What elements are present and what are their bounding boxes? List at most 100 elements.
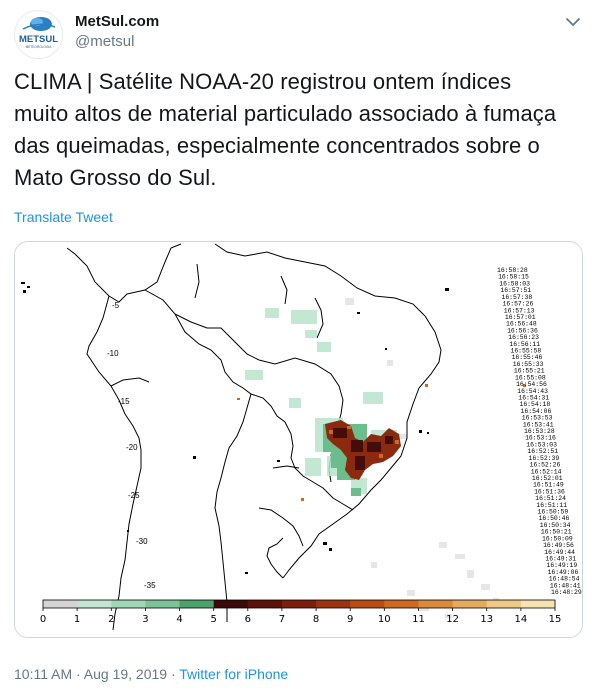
colorbar-segment: [452, 600, 488, 608]
chevron-down-icon[interactable]: [563, 12, 583, 32]
tweet-text: CLIMA | Satélite NOAA-20 registrou ontem…: [14, 66, 586, 194]
translate-tweet-link[interactable]: Translate Tweet: [14, 209, 113, 225]
colorbar-segment: [111, 600, 146, 608]
tweet-text-line: muito altos de material particulado asso…: [14, 101, 557, 126]
colorbar-tick-label: 8: [313, 614, 319, 625]
svg-text:METEOROLOGIA: METEOROLOGIA: [26, 45, 53, 49]
colorbar-tick-label: 5: [211, 614, 217, 625]
scan-time-label: 16:56:23: [508, 334, 539, 341]
scan-time-label: 16:53:28: [524, 428, 555, 435]
scan-time-label: 16:50:59: [538, 509, 569, 516]
lat-label: -15: [118, 397, 130, 406]
colorbar-segment: [418, 600, 454, 608]
scan-time-label: 16:57:26: [503, 301, 534, 308]
scan-time-label: 16:54:18: [520, 401, 551, 408]
colorbar-segment: [316, 600, 351, 608]
scan-time-label: 16:50:46: [539, 515, 570, 522]
scan-time-label: 16:54:06: [521, 408, 552, 415]
scan-time-label: 16:49:44: [544, 549, 575, 556]
user-handle[interactable]: @metsul: [75, 33, 135, 50]
colorbar-tick-label: 10: [378, 614, 391, 625]
colorbar-tick-label: 15: [549, 614, 562, 625]
scan-time-label: 16:58:15: [498, 274, 529, 281]
scan-time-label: 16:52:01: [532, 475, 563, 482]
scan-time-label: 16:49:19: [547, 562, 578, 569]
scan-time-label: 16:55:08: [515, 374, 546, 381]
scan-time-label: 16:48:41: [550, 582, 581, 589]
scan-time-label: 16:55:21: [514, 368, 545, 375]
scan-time-label: 16:54:43: [517, 388, 548, 395]
scan-time-label: 16:56:48: [506, 321, 537, 328]
lat-label: -25: [128, 491, 140, 500]
scan-time-label: 16:48:54: [549, 576, 580, 583]
colorbar-segment: [179, 600, 215, 608]
colorbar-frame: [42, 599, 556, 609]
scan-time-label: 16:53:53: [522, 415, 553, 422]
scan-time-label: 16:57:13: [504, 307, 535, 314]
scan-time-label: 16:51:49: [533, 482, 564, 489]
scan-time-label: 16:58:28: [497, 267, 528, 274]
aerosol-map: -5 -10 -15 -20 -25 -30 -35 16:58:2816:58…: [15, 242, 582, 637]
lat-label: -30: [136, 537, 148, 546]
source-link[interactable]: Twitter for iPhone: [179, 666, 289, 682]
colorbar-segment: [145, 600, 180, 608]
scan-time-label: 16:55:33: [513, 361, 544, 368]
smoke-orange: [237, 384, 526, 501]
scan-time-label: 16:49:56: [543, 542, 574, 549]
scan-time-label: 16:51:11: [536, 502, 567, 509]
smoke-core: [333, 428, 393, 470]
scan-time-label: 16:51:24: [535, 495, 566, 502]
lat-label: -20: [126, 443, 138, 452]
colorbar-tick-label: 1: [74, 614, 80, 625]
scan-time-label: 16:48:29: [551, 589, 582, 596]
lat-label: -35: [144, 581, 156, 590]
scan-time-label: 16:57:51: [500, 287, 531, 294]
colorbar-segment: [213, 600, 249, 608]
scan-time-label: 16:50:09: [542, 535, 573, 542]
author-names: MetSul.com @metsul: [75, 12, 159, 52]
colorbar-segment: [247, 600, 283, 608]
scan-time-label: 16:49:06: [548, 569, 579, 576]
scan-time-label: 16:57:01: [505, 314, 536, 321]
scan-time-label: 16:55:58: [511, 348, 542, 355]
colorbar-segment: [43, 600, 78, 608]
metsul-logo-icon: METSUL METEOROLOGIA: [19, 17, 58, 49]
colorbar-segment: [77, 600, 112, 608]
swath-noise: [345, 298, 499, 618]
colorbar-segment: [486, 600, 522, 608]
scan-time-label: 16:56:11: [509, 341, 540, 348]
avatar[interactable]: METSUL METEOROLOGIA: [14, 10, 63, 59]
colorbar-tick-label: 13: [480, 614, 493, 625]
tweet-text-line: CLIMA | Satélite NOAA-20 registrou ontem…: [14, 69, 512, 94]
colorbar-tick-label: 2: [108, 614, 114, 625]
colorbar-tick-label: 0: [40, 614, 46, 625]
colorbar: 0 1 2 3 4 5 6 7 8 9 10 11 12 13 14 15: [40, 599, 562, 625]
scan-time-label: 16:58:03: [499, 280, 530, 287]
scan-time-label: 16:55:46: [512, 354, 543, 361]
scan-time-label: 16:57:38: [502, 294, 533, 301]
timestamp[interactable]: 10:11 AM · Aug 19, 2019: [14, 666, 168, 682]
lat-label: -10: [107, 349, 119, 358]
colorbar-tick-label: 14: [515, 614, 528, 625]
colorbar-tick-label: 4: [176, 614, 182, 625]
scan-time-label: 16:51:36: [534, 488, 565, 495]
scan-time-label: 16:54:56: [516, 381, 547, 388]
colorbar-tick-label: 3: [142, 614, 148, 625]
satellite-map-image[interactable]: -5 -10 -15 -20 -25 -30 -35 16:58:28 16:58…: [14, 241, 583, 638]
scan-time-label: 16:52:39: [529, 455, 560, 462]
display-name[interactable]: MetSul.com: [75, 13, 160, 30]
scan-time-label: 16:53:03: [526, 441, 557, 448]
scan-time-label: 16:54:31: [518, 395, 549, 402]
colorbar-segment: [281, 600, 317, 608]
scan-time-label: 16:49:31: [545, 556, 576, 563]
colorbar-tick-label: 7: [279, 614, 285, 625]
tweet-header: METSUL METEOROLOGIA MetSul.com @metsul: [14, 10, 589, 59]
tweet-text-line: das queimadas, especialmente concentrado…: [14, 133, 540, 158]
scan-time-label: 16:50:21: [541, 529, 572, 536]
scan-time-label: 16:53:16: [525, 435, 556, 442]
colorbar-segment: [520, 600, 556, 608]
svg-text:METSUL: METSUL: [19, 34, 58, 45]
scan-time-label: 16:52:51: [527, 448, 558, 455]
footer-separator: ·: [167, 666, 180, 682]
